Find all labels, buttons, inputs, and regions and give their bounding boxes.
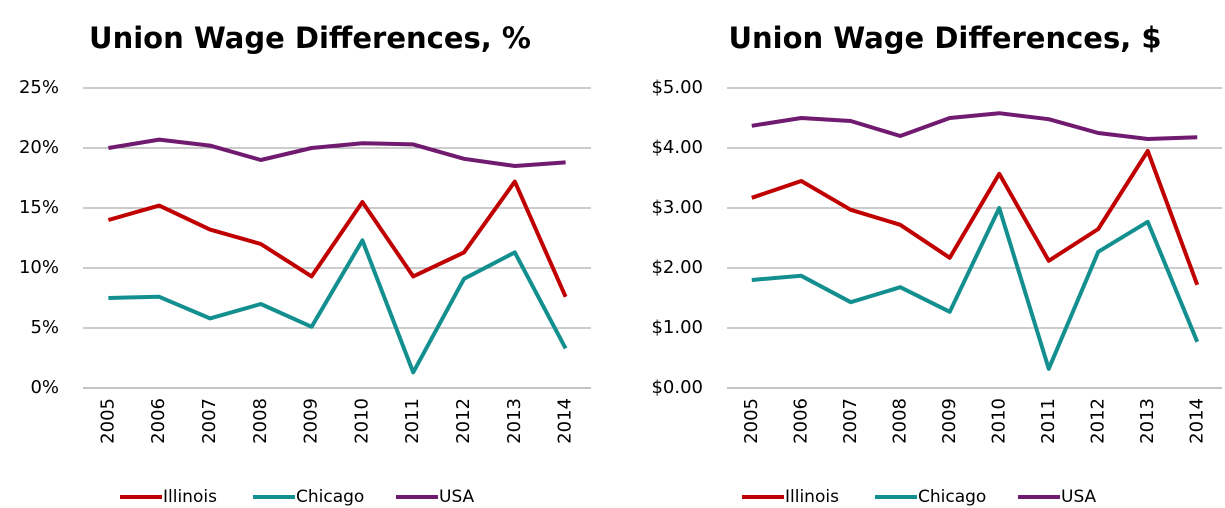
y-tick-label: $4.00 (651, 137, 703, 158)
legend-label: USA (1061, 487, 1097, 507)
x-tick-label: 2012 (1087, 398, 1108, 444)
y-tick-label: $1.00 (651, 317, 703, 338)
x-tick-label: 2009 (939, 398, 960, 444)
series-line (108, 238, 568, 375)
y-tick-label: 10% (19, 257, 59, 278)
y-tick-label: $5.00 (651, 77, 703, 98)
series-line (751, 206, 1200, 371)
chart-title: Union Wage Differences, $ (728, 21, 1161, 55)
x-tick-label: 2014 (555, 398, 576, 444)
x-tick-label: 2013 (1137, 398, 1158, 444)
y-tick-label: 0% (30, 377, 59, 398)
y-tick-label: $2.00 (651, 257, 703, 278)
x-tick-label: 2010 (351, 398, 372, 444)
x-tick-label: 2008 (889, 398, 910, 444)
x-tick-label: 2010 (988, 398, 1009, 444)
x-tick-label: 2011 (1038, 398, 1059, 444)
y-tick-label: 20% (19, 137, 59, 158)
series-line (751, 149, 1200, 286)
x-tick-label: 2011 (402, 398, 423, 444)
x-tick-label: 2012 (453, 398, 474, 444)
x-tick-label: 2005 (97, 398, 118, 444)
x-tick-label: 2007 (199, 398, 220, 444)
y-tick-label: 15% (19, 197, 59, 218)
y-tick-label: 25% (19, 77, 59, 98)
legend-label: Chicago (296, 487, 364, 507)
y-tick-label: 5% (30, 317, 59, 338)
x-tick-label: 2009 (301, 398, 322, 444)
x-tick-label: 2013 (504, 398, 525, 444)
series-line (751, 111, 1198, 141)
x-tick-label: 2006 (790, 398, 811, 444)
legend-label: Illinois (785, 487, 839, 507)
legend-label: Chicago (918, 487, 986, 507)
series-line (107, 179, 568, 298)
legend-label: Illinois (163, 487, 217, 507)
x-tick-label: 2007 (840, 398, 861, 444)
x-tick-label: 2014 (1186, 398, 1207, 444)
series-line (108, 137, 566, 168)
y-tick-label: $3.00 (651, 197, 703, 218)
legend-label: USA (439, 487, 475, 507)
x-tick-label: 2005 (741, 398, 762, 444)
y-tick-label: $0.00 (651, 377, 703, 398)
chart-title: Union Wage Differences, % (89, 21, 531, 55)
x-tick-label: 2008 (250, 398, 271, 444)
x-tick-label: 2006 (148, 398, 169, 444)
